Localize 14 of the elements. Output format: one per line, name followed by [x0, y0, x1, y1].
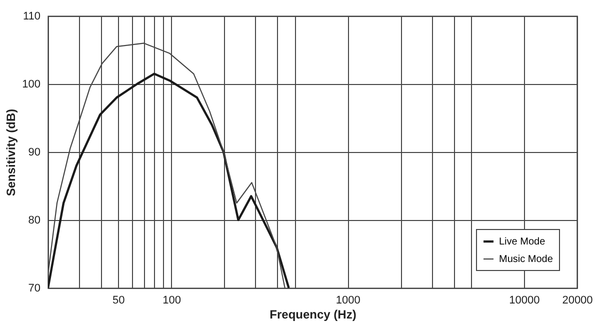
- legend-label: Music Mode: [499, 254, 554, 265]
- y-tick-label: 110: [22, 10, 40, 22]
- x-tick-label: 1000: [336, 294, 360, 306]
- x-tick-label: 50: [112, 294, 125, 306]
- x-tick-label: 10000: [509, 294, 540, 306]
- legend-label: Live Mode: [499, 236, 546, 248]
- y-tick-label: 90: [28, 146, 40, 158]
- y-tick-label: 80: [28, 214, 40, 226]
- x-tick-label: 20000: [562, 294, 593, 306]
- x-axis-title: Frequency (Hz): [270, 308, 356, 322]
- y-tick-label: 100: [22, 78, 40, 90]
- y-tick-label: 70: [28, 282, 40, 294]
- x-tick-label: 100: [162, 294, 181, 306]
- y-axis-title: Sensitivity (dB): [4, 108, 18, 196]
